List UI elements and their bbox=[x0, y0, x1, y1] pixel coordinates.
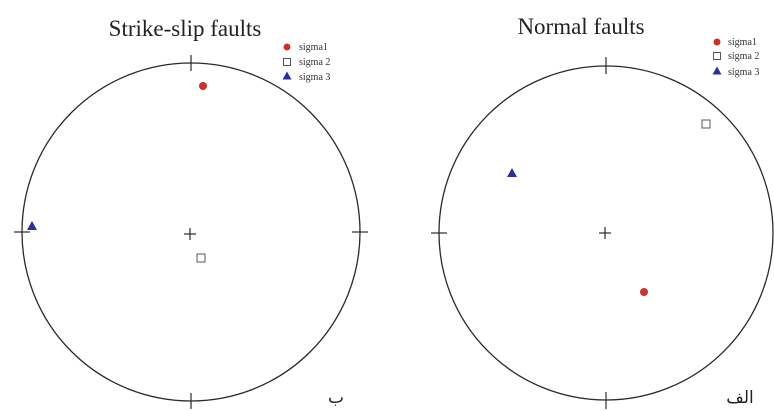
legend-sigma1-label: sigma1 bbox=[728, 37, 757, 48]
sigma1-point bbox=[199, 82, 207, 90]
legend-sigma3-marker bbox=[282, 71, 292, 80]
sigma2-point bbox=[701, 119, 711, 129]
panel-title-strike-slip: Strike-slip faults bbox=[109, 16, 262, 41]
legend-sigma3-label: sigma 3 bbox=[299, 72, 330, 83]
legend-normal: sigma1 sigma 2 sigma 3 bbox=[712, 37, 759, 78]
panel-label-alef: الف bbox=[726, 388, 754, 408]
legend-sigma2-label: sigma 2 bbox=[728, 51, 759, 62]
panel-title-normal: Normal faults bbox=[517, 14, 644, 39]
legend-sigma1-marker bbox=[713, 38, 721, 46]
panel-label-b: ب bbox=[328, 388, 344, 408]
legend-strike-slip: sigma1 sigma 2 sigma 3 bbox=[282, 42, 330, 83]
legend-sigma1-label: sigma1 bbox=[299, 42, 328, 53]
legend-sigma3-marker bbox=[712, 66, 722, 75]
legend-sigma2-marker bbox=[283, 58, 291, 66]
stereonet-circle-strike-slip bbox=[21, 62, 361, 402]
panel-strike-slip: Strike-slip faults sigma1 sigma 2 sigma … bbox=[14, 16, 368, 409]
legend-sigma2-marker bbox=[713, 52, 721, 60]
legend-sigma1-marker bbox=[283, 43, 291, 51]
sigma2-point bbox=[196, 253, 206, 263]
sigma3-point bbox=[27, 221, 37, 230]
sigma3-point bbox=[507, 168, 517, 177]
legend-sigma3-label: sigma 3 bbox=[728, 67, 759, 78]
sigma1-point bbox=[640, 288, 648, 296]
panel-normal: Normal faults sigma1 sigma 2 sigma 3 الف bbox=[431, 14, 774, 409]
legend-sigma2-label: sigma 2 bbox=[299, 57, 330, 68]
